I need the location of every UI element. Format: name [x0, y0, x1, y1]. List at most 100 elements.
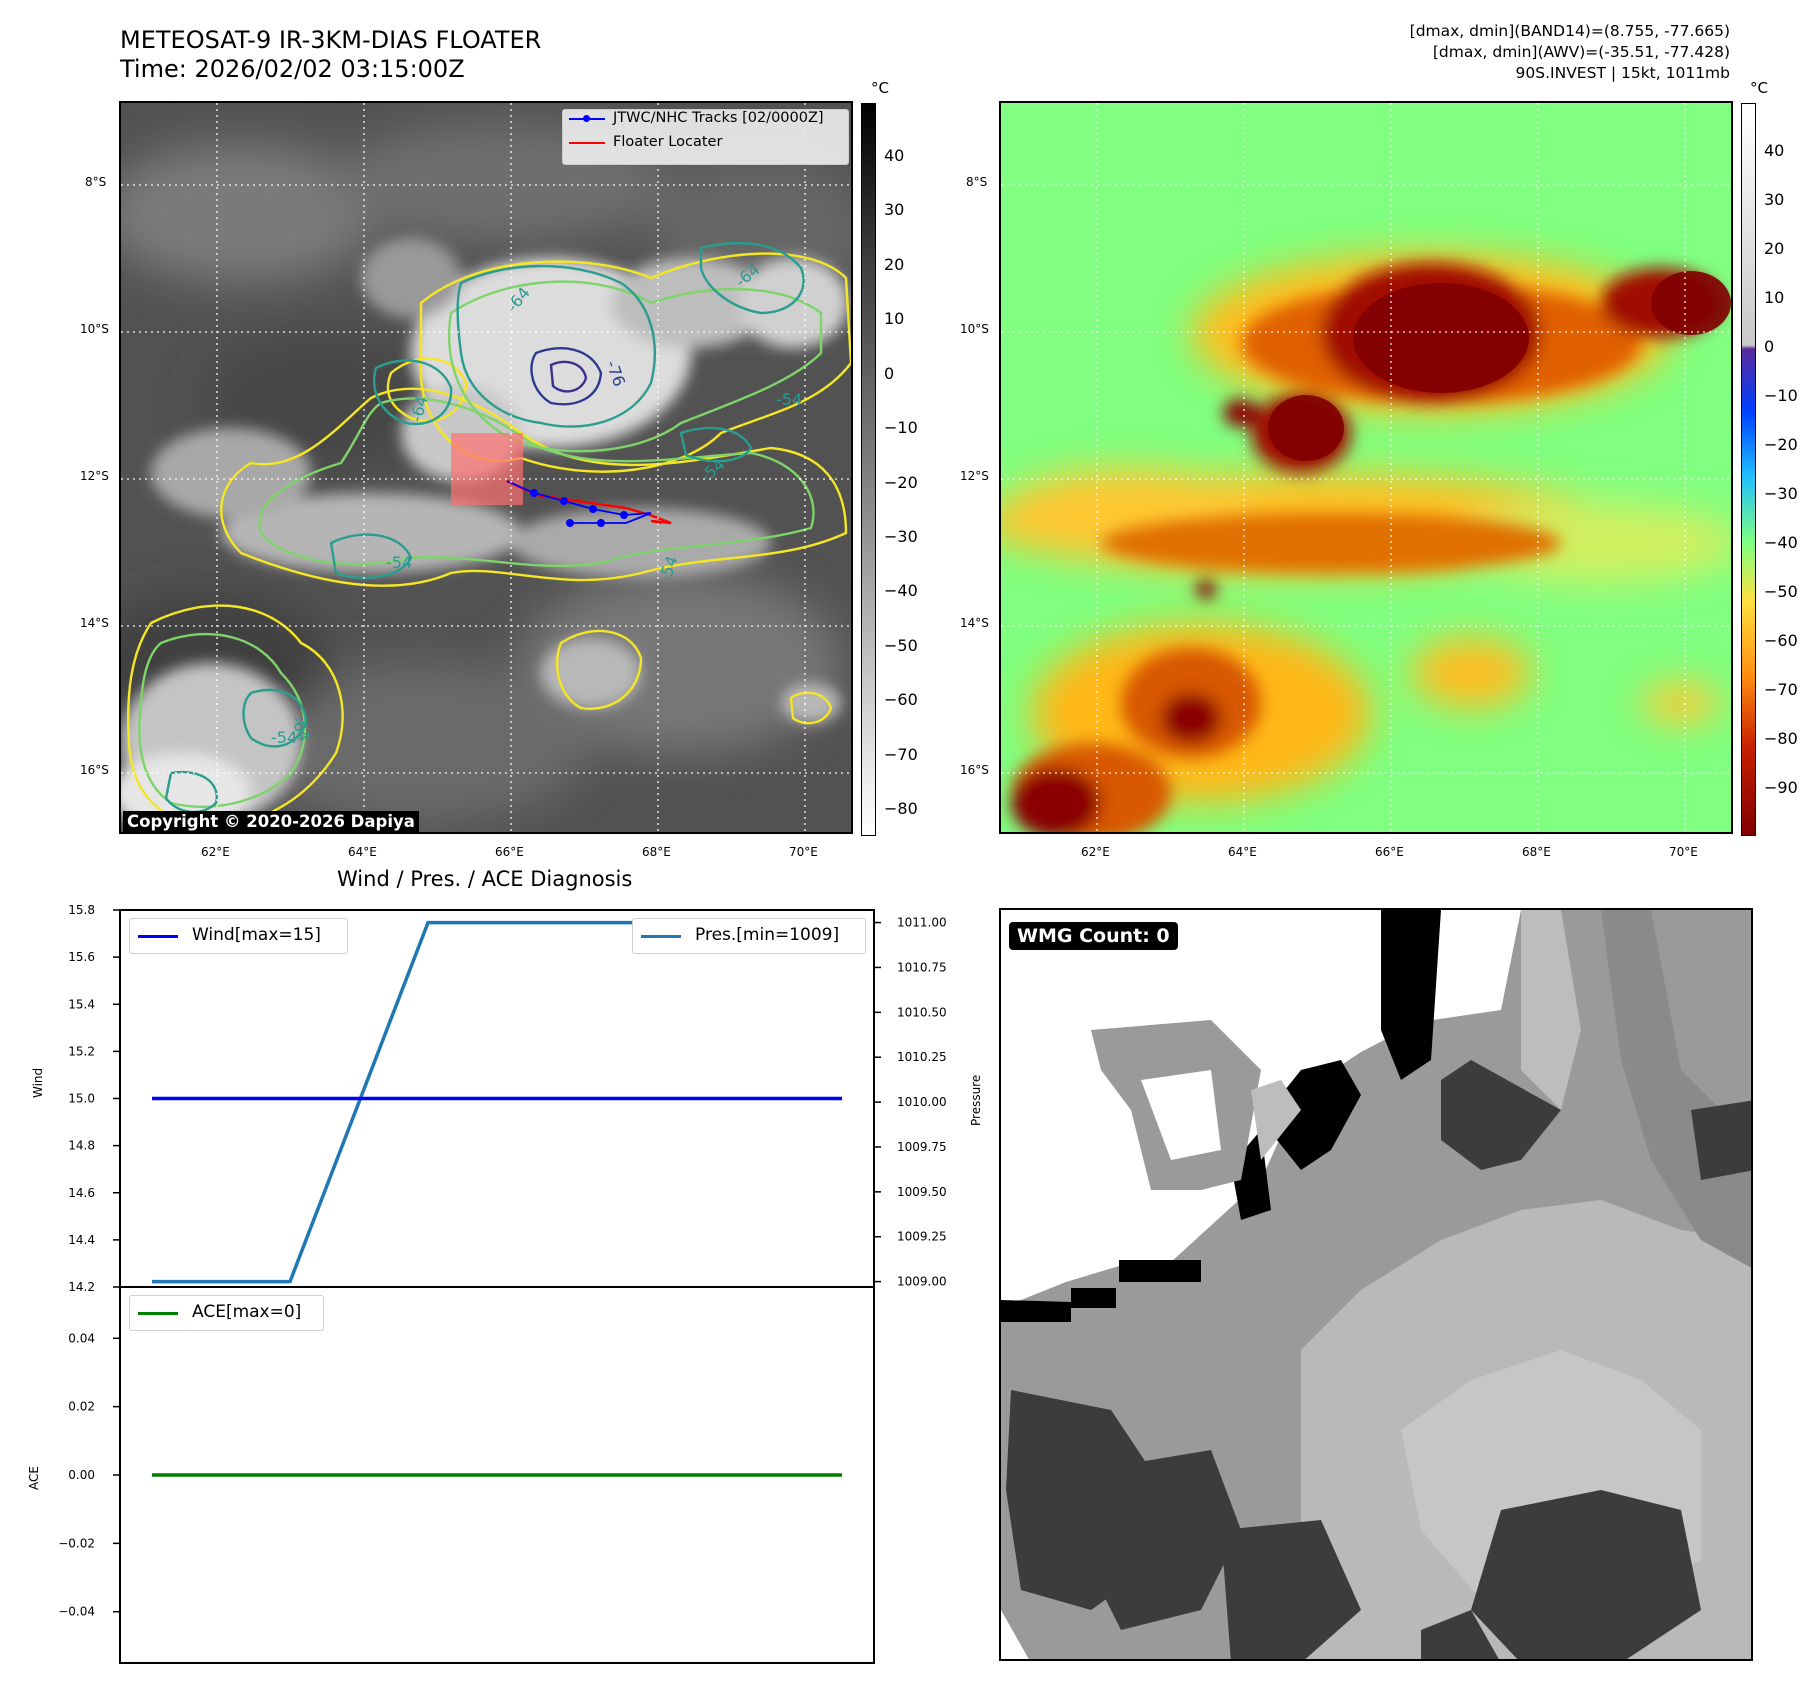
wind-tick-label: 14.6 [68, 1186, 95, 1200]
lon-tick: 66°E [495, 845, 524, 859]
wv-cold-core [1651, 271, 1731, 335]
ir-colorbar-tick: 30 [884, 200, 905, 219]
ir-colorbar-tick: 20 [884, 255, 905, 274]
lat-tick: 8°S [85, 175, 107, 189]
wv-colorbar-tick: −10 [1764, 386, 1798, 405]
diagnosis-title: Wind / Pres. / ACE Diagnosis [337, 867, 633, 891]
wind-legend-swatch [138, 935, 178, 938]
lat-tick: 12°S [960, 469, 989, 483]
wv-colorbar-tick: 10 [1764, 288, 1785, 307]
wv-satellite-panel [999, 101, 1733, 834]
pressure-legend-label: Pres.[min=1009] [695, 925, 840, 945]
wv-colorbar-tick: −40 [1764, 533, 1798, 552]
ir-colorbar-unit: °C [871, 79, 889, 97]
ace-tick-label: 0.02 [68, 1400, 95, 1414]
pressure-tick-label: 1010.00 [897, 1095, 947, 1109]
floater-legend-swatch [569, 142, 605, 144]
ir-colorbar-tick: −20 [884, 473, 918, 492]
ir-colorbar-tick: −30 [884, 527, 918, 546]
lat-tick: 8°S [966, 175, 988, 189]
ace-legend-label: ACE[max=0] [192, 1302, 302, 1322]
wv-colorbar-tick: −80 [1764, 729, 1798, 748]
ir-colorbar [861, 103, 876, 836]
ace-tick-label: −0.04 [58, 1605, 95, 1619]
wind-tick-label: 15.6 [68, 950, 95, 964]
ir-colorbar-tick: 10 [884, 309, 905, 328]
ir-colorbar-tick: −70 [884, 745, 918, 764]
wv-colorbar-unit: °C [1750, 79, 1768, 97]
pressure-tick-label: 1009.50 [897, 1185, 947, 1199]
ir-gridlines [121, 103, 851, 832]
ir-colorbar-tick: −40 [884, 581, 918, 600]
lat-tick: 12°S [80, 469, 109, 483]
lon-tick: 68°E [642, 845, 671, 859]
contour-label: -54 [386, 553, 412, 572]
wind-tick-label: 15.2 [68, 1044, 95, 1058]
track-legend-label: JTWC/NHC Tracks [02/0000Z] [613, 110, 824, 126]
wmg-imagery [1001, 910, 1751, 1659]
ir-imagery: -64 -76 -64 -54 -64 -54 -64 -54 -54 -54 [121, 103, 851, 832]
ace-tick-label: 0.00 [68, 1468, 95, 1482]
figure-title: METEOSAT-9 IR-3KM-DIAS FLOATER [120, 26, 542, 54]
storm-summary: 90S.INVEST | 15kt, 1011mb [1515, 64, 1730, 82]
wv-colorbar-tick: −50 [1764, 582, 1798, 601]
copyright-label: Copyright © 2020-2026 Dapiya [123, 811, 419, 832]
ir-satellite-panel: -64 -76 -64 -54 -64 -54 -64 -54 -54 -54 [119, 101, 853, 834]
lon-tick: 64°E [348, 845, 377, 859]
wind-tick-label: 15.4 [68, 997, 95, 1011]
ace-tick-label: 0.04 [68, 1331, 95, 1345]
wv-colorbar-tick: 20 [1764, 239, 1785, 258]
lon-tick: 62°E [1081, 845, 1110, 859]
lon-tick: 62°E [201, 845, 230, 859]
lat-tick: 10°S [960, 322, 989, 336]
pressure-tick-label: 1010.50 [897, 1005, 947, 1019]
pressure-tick-label: 1009.25 [897, 1230, 947, 1244]
ace-legend-swatch [138, 1312, 178, 1315]
wind-tick-label: 15.8 [68, 903, 95, 917]
lon-tick: 70°E [789, 845, 818, 859]
figure-time: Time: 2026/02/02 03:15:00Z [120, 55, 465, 83]
wind-legend-label: Wind[max=15] [192, 925, 321, 945]
wind-tick-label: 15.0 [68, 1092, 95, 1106]
ir-colorbar-tick: −50 [884, 636, 918, 655]
wind-tick-label: 14.8 [68, 1139, 95, 1153]
wind-tick-label: 14.4 [68, 1233, 95, 1247]
wv-cold-core [1268, 395, 1344, 461]
wv-gridlines [1001, 103, 1731, 832]
wind-legend: Wind[max=15] [129, 918, 348, 954]
ir-colorbar-tick: −60 [884, 690, 918, 709]
lat-tick: 14°S [960, 616, 989, 630]
pressure-tick-label: 1010.75 [897, 960, 947, 974]
wv-colorbar-tick: −60 [1764, 631, 1798, 650]
pressure-tick-label: 1010.25 [897, 1050, 947, 1064]
wv-imagery [1001, 103, 1731, 832]
wv-colorbar [1741, 103, 1756, 836]
wmg-count-badge: WMG Count: 0 [1009, 922, 1178, 950]
lat-tick: 14°S [80, 616, 109, 630]
lat-tick: 16°S [960, 763, 989, 777]
lat-tick: 10°S [80, 322, 109, 336]
wv-colorbar-tick: −90 [1764, 778, 1798, 797]
ir-colorbar-tick: −80 [884, 799, 918, 818]
pressure-series-line [152, 920, 842, 1284]
wv-colorbar-tick: 40 [1764, 141, 1785, 160]
lat-tick: 16°S [80, 763, 109, 777]
lon-tick: 70°E [1669, 845, 1698, 859]
wv-colorbar-tick: −70 [1764, 680, 1798, 699]
floater-legend-label: Floater Locater [613, 134, 723, 150]
wv-colorbar-tick: −30 [1764, 484, 1798, 503]
jtwc-track-points [530, 489, 628, 527]
wv-cold-core [1353, 283, 1529, 393]
ir-colorbar-tick: 40 [884, 146, 905, 165]
ace-tick-label: −0.02 [58, 1536, 95, 1550]
wmg-panel: WMG Count: 0 [999, 908, 1753, 1661]
wv-colorbar-tick: −20 [1764, 435, 1798, 454]
wind-tick-label: 14.2 [68, 1280, 95, 1294]
lon-tick: 66°E [1375, 845, 1404, 859]
pressure-tick-label: 1009.00 [897, 1275, 947, 1289]
lon-tick: 64°E [1228, 845, 1257, 859]
wv-colorbar-tick: 0 [1764, 337, 1775, 356]
ir-colorbar-tick: −10 [884, 418, 918, 437]
contour-label: -54 [271, 728, 297, 747]
ir-colorbar-tick: 0 [884, 364, 895, 383]
